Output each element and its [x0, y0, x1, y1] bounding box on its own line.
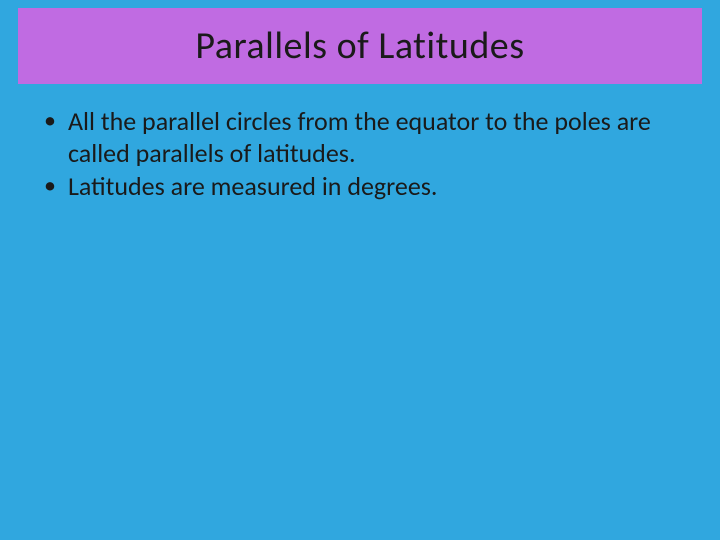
- bullet-list: All the parallel circles from the equato…: [44, 106, 676, 203]
- bullet-text: Latitudes are measured in degrees.: [68, 170, 437, 202]
- list-item: All the parallel circles from the equato…: [44, 106, 676, 169]
- bullet-text: All the parallel circles from the equato…: [68, 105, 651, 169]
- slide-title: Parallels of Latitudes: [195, 23, 524, 69]
- title-bar: Parallels of Latitudes: [18, 8, 702, 84]
- list-item: Latitudes are measured in degrees.: [44, 171, 676, 203]
